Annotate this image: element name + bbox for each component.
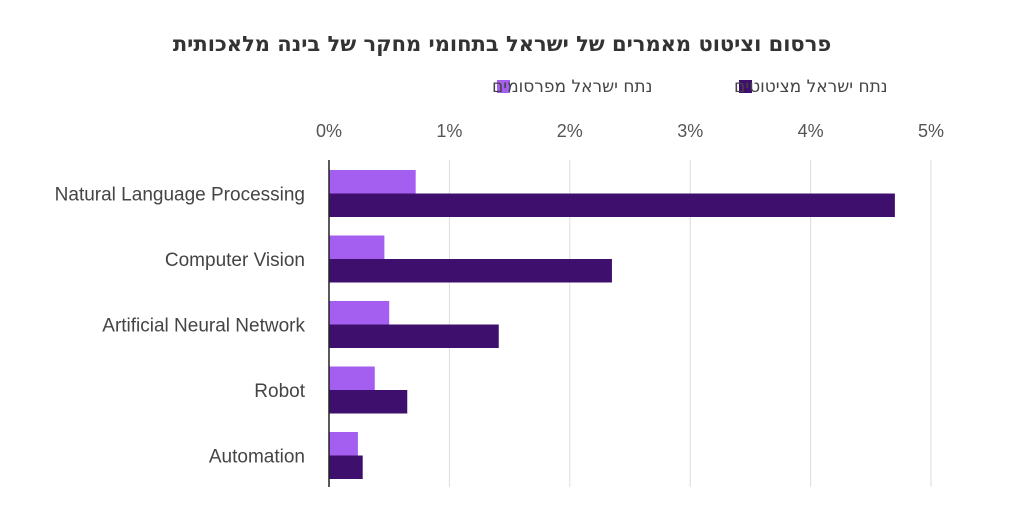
x-tick-labels: 0% 1% 2% 3% 4% 5% — [316, 121, 944, 141]
x-tick-label: 3% — [677, 121, 703, 141]
bar-publications — [329, 366, 375, 390]
bar-citations — [329, 193, 895, 217]
category-label: Robot — [254, 381, 305, 402]
bar-citations — [329, 455, 363, 479]
bar-publications — [329, 170, 416, 194]
x-tick-label: 0% — [316, 121, 342, 141]
bar-publications — [329, 432, 358, 456]
x-tick-label: 2% — [557, 121, 583, 141]
legend-label-citations: נתח ישראל מציטוטים — [734, 77, 888, 97]
category-label: Natural Language Processing — [55, 185, 305, 206]
bar-citations — [329, 324, 499, 348]
category-labels: Natural Language Processing Computer Visi… — [55, 185, 306, 468]
bars — [329, 170, 895, 479]
bar-citations — [329, 259, 612, 283]
x-tick-label: 1% — [436, 121, 462, 141]
legend-swatch-citations — [739, 80, 752, 93]
bar-publications — [329, 301, 390, 325]
legend-swatch-publications — [497, 80, 510, 93]
category-label: Automation — [209, 447, 305, 468]
x-tick-label: 5% — [918, 121, 944, 141]
chart-title: פרסום וציטוט מאמרים של ישראל בתחומי מחקר… — [173, 32, 831, 56]
category-label: Computer Vision — [165, 250, 305, 271]
bar-publications — [329, 235, 385, 259]
category-label: Artificial Neural Network — [102, 316, 305, 337]
legend-label-publications: נתח ישראל מפרסומים — [492, 77, 652, 97]
bar-citations — [329, 390, 408, 414]
legend: נתח ישראל מפרסומים נתח ישראל מציטוטים — [492, 77, 888, 97]
x-tick-label: 4% — [798, 121, 824, 141]
